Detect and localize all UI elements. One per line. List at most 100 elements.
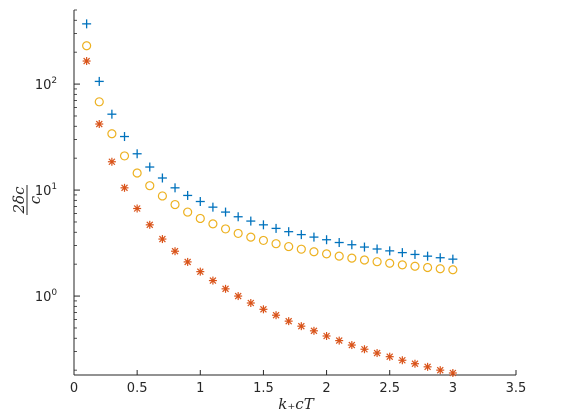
data-point-plus (322, 235, 332, 245)
data-point-circle (145, 181, 155, 191)
data-point-plus (410, 249, 420, 259)
data-point-circle (309, 247, 319, 257)
x-tick-label: 2.5 (379, 381, 400, 396)
data-point-circle (233, 228, 243, 239)
data-point-circle (397, 260, 407, 270)
data-point-asterisk (133, 204, 142, 213)
data-point-asterisk (107, 157, 116, 166)
data-point-circle (385, 258, 395, 268)
data-marks (82, 19, 458, 377)
data-point-asterisk (335, 336, 344, 345)
y-tick-label: 100 (35, 288, 58, 305)
data-point-plus (170, 183, 180, 193)
data-point-circle (94, 97, 104, 107)
data-point-circle (321, 249, 332, 259)
data-point-circle (284, 241, 294, 252)
data-point-asterisk (196, 267, 205, 276)
x-tick-label: 3.5 (506, 381, 527, 396)
data-point-asterisk (410, 359, 419, 368)
data-point-plus (423, 251, 433, 261)
data-point-circle (208, 219, 218, 229)
series-circle (82, 41, 458, 275)
data-point-circle (183, 207, 193, 217)
data-point-plus (145, 162, 155, 172)
data-point-asterisk (398, 356, 407, 365)
data-point-circle (258, 235, 269, 246)
data-point-plus (359, 242, 369, 252)
series-plus (82, 19, 458, 264)
data-point-circle (435, 264, 445, 274)
y-axis-title: 2δc c (10, 185, 44, 215)
data-point-circle (359, 255, 370, 265)
data-point-plus (397, 248, 407, 258)
data-point-circle (195, 213, 205, 224)
data-point-plus (435, 253, 445, 263)
x-tick-label: 1.5 (253, 381, 274, 396)
data-point-plus (132, 149, 142, 159)
data-point-plus (208, 202, 218, 212)
data-point-asterisk (297, 322, 306, 331)
data-point-asterisk (347, 341, 356, 350)
data-point-asterisk (171, 247, 180, 256)
x-tick-label: 0 (70, 381, 78, 396)
data-point-plus (195, 197, 205, 207)
data-point-asterisk (208, 276, 217, 285)
data-point-plus (233, 212, 243, 222)
data-point-circle (410, 261, 420, 271)
data-point-asterisk (145, 220, 154, 229)
y-axis-title-denominator: c (26, 195, 44, 204)
data-point-plus (246, 216, 256, 226)
data-point-asterisk (246, 299, 255, 308)
data-point-circle (220, 224, 231, 234)
data-point-asterisk (360, 345, 369, 354)
x-tick-label: 3 (449, 381, 457, 396)
y-tick-label: 102 (35, 76, 57, 93)
data-point-asterisk (373, 349, 382, 358)
data-point-plus (448, 254, 458, 264)
data-point-asterisk (272, 311, 281, 320)
data-point-plus (221, 207, 231, 217)
data-point-plus (309, 232, 319, 242)
data-point-circle (119, 151, 130, 161)
data-point-plus (107, 109, 117, 119)
data-point-asterisk (120, 183, 129, 192)
ticks: 0 0.5 1 1.5 2 2.5 3 3.5 100 101 102 (35, 9, 527, 396)
data-point-circle (296, 244, 306, 254)
data-point-circle (347, 253, 357, 263)
data-point-plus (347, 240, 357, 250)
data-point-circle (372, 257, 382, 267)
data-point-asterisk (448, 368, 457, 377)
data-point-plus (258, 220, 268, 230)
data-point-asterisk (183, 257, 192, 266)
data-point-circle (107, 129, 117, 139)
data-point-asterisk (436, 366, 445, 375)
data-point-circle (423, 262, 433, 273)
data-point-circle (271, 239, 281, 249)
data-point-circle (448, 265, 458, 275)
y-axis-title-numerator: 2δc (10, 186, 28, 215)
data-point-plus (157, 173, 167, 183)
data-point-asterisk (221, 284, 230, 293)
data-point-plus (94, 76, 104, 86)
data-point-circle (246, 232, 256, 242)
data-point-circle (132, 168, 142, 178)
data-point-asterisk (385, 352, 394, 361)
data-point-asterisk (423, 362, 432, 371)
data-point-asterisk (284, 317, 293, 326)
x-tick-label: 1 (196, 381, 204, 396)
data-point-circle (334, 251, 344, 261)
x-tick-label: 2 (322, 381, 330, 396)
data-point-plus (82, 19, 92, 29)
data-point-plus (296, 230, 306, 240)
x-axis-title: k₊cT (278, 395, 314, 413)
data-point-asterisk (309, 326, 318, 335)
data-point-plus (284, 227, 294, 237)
data-point-plus (271, 223, 281, 233)
data-point-plus (372, 244, 382, 254)
y-tick-label: 101 (35, 182, 57, 199)
data-point-plus (183, 190, 193, 200)
x-tick-label: 0.5 (127, 381, 148, 396)
data-point-asterisk (82, 57, 91, 66)
data-point-plus (334, 238, 344, 248)
